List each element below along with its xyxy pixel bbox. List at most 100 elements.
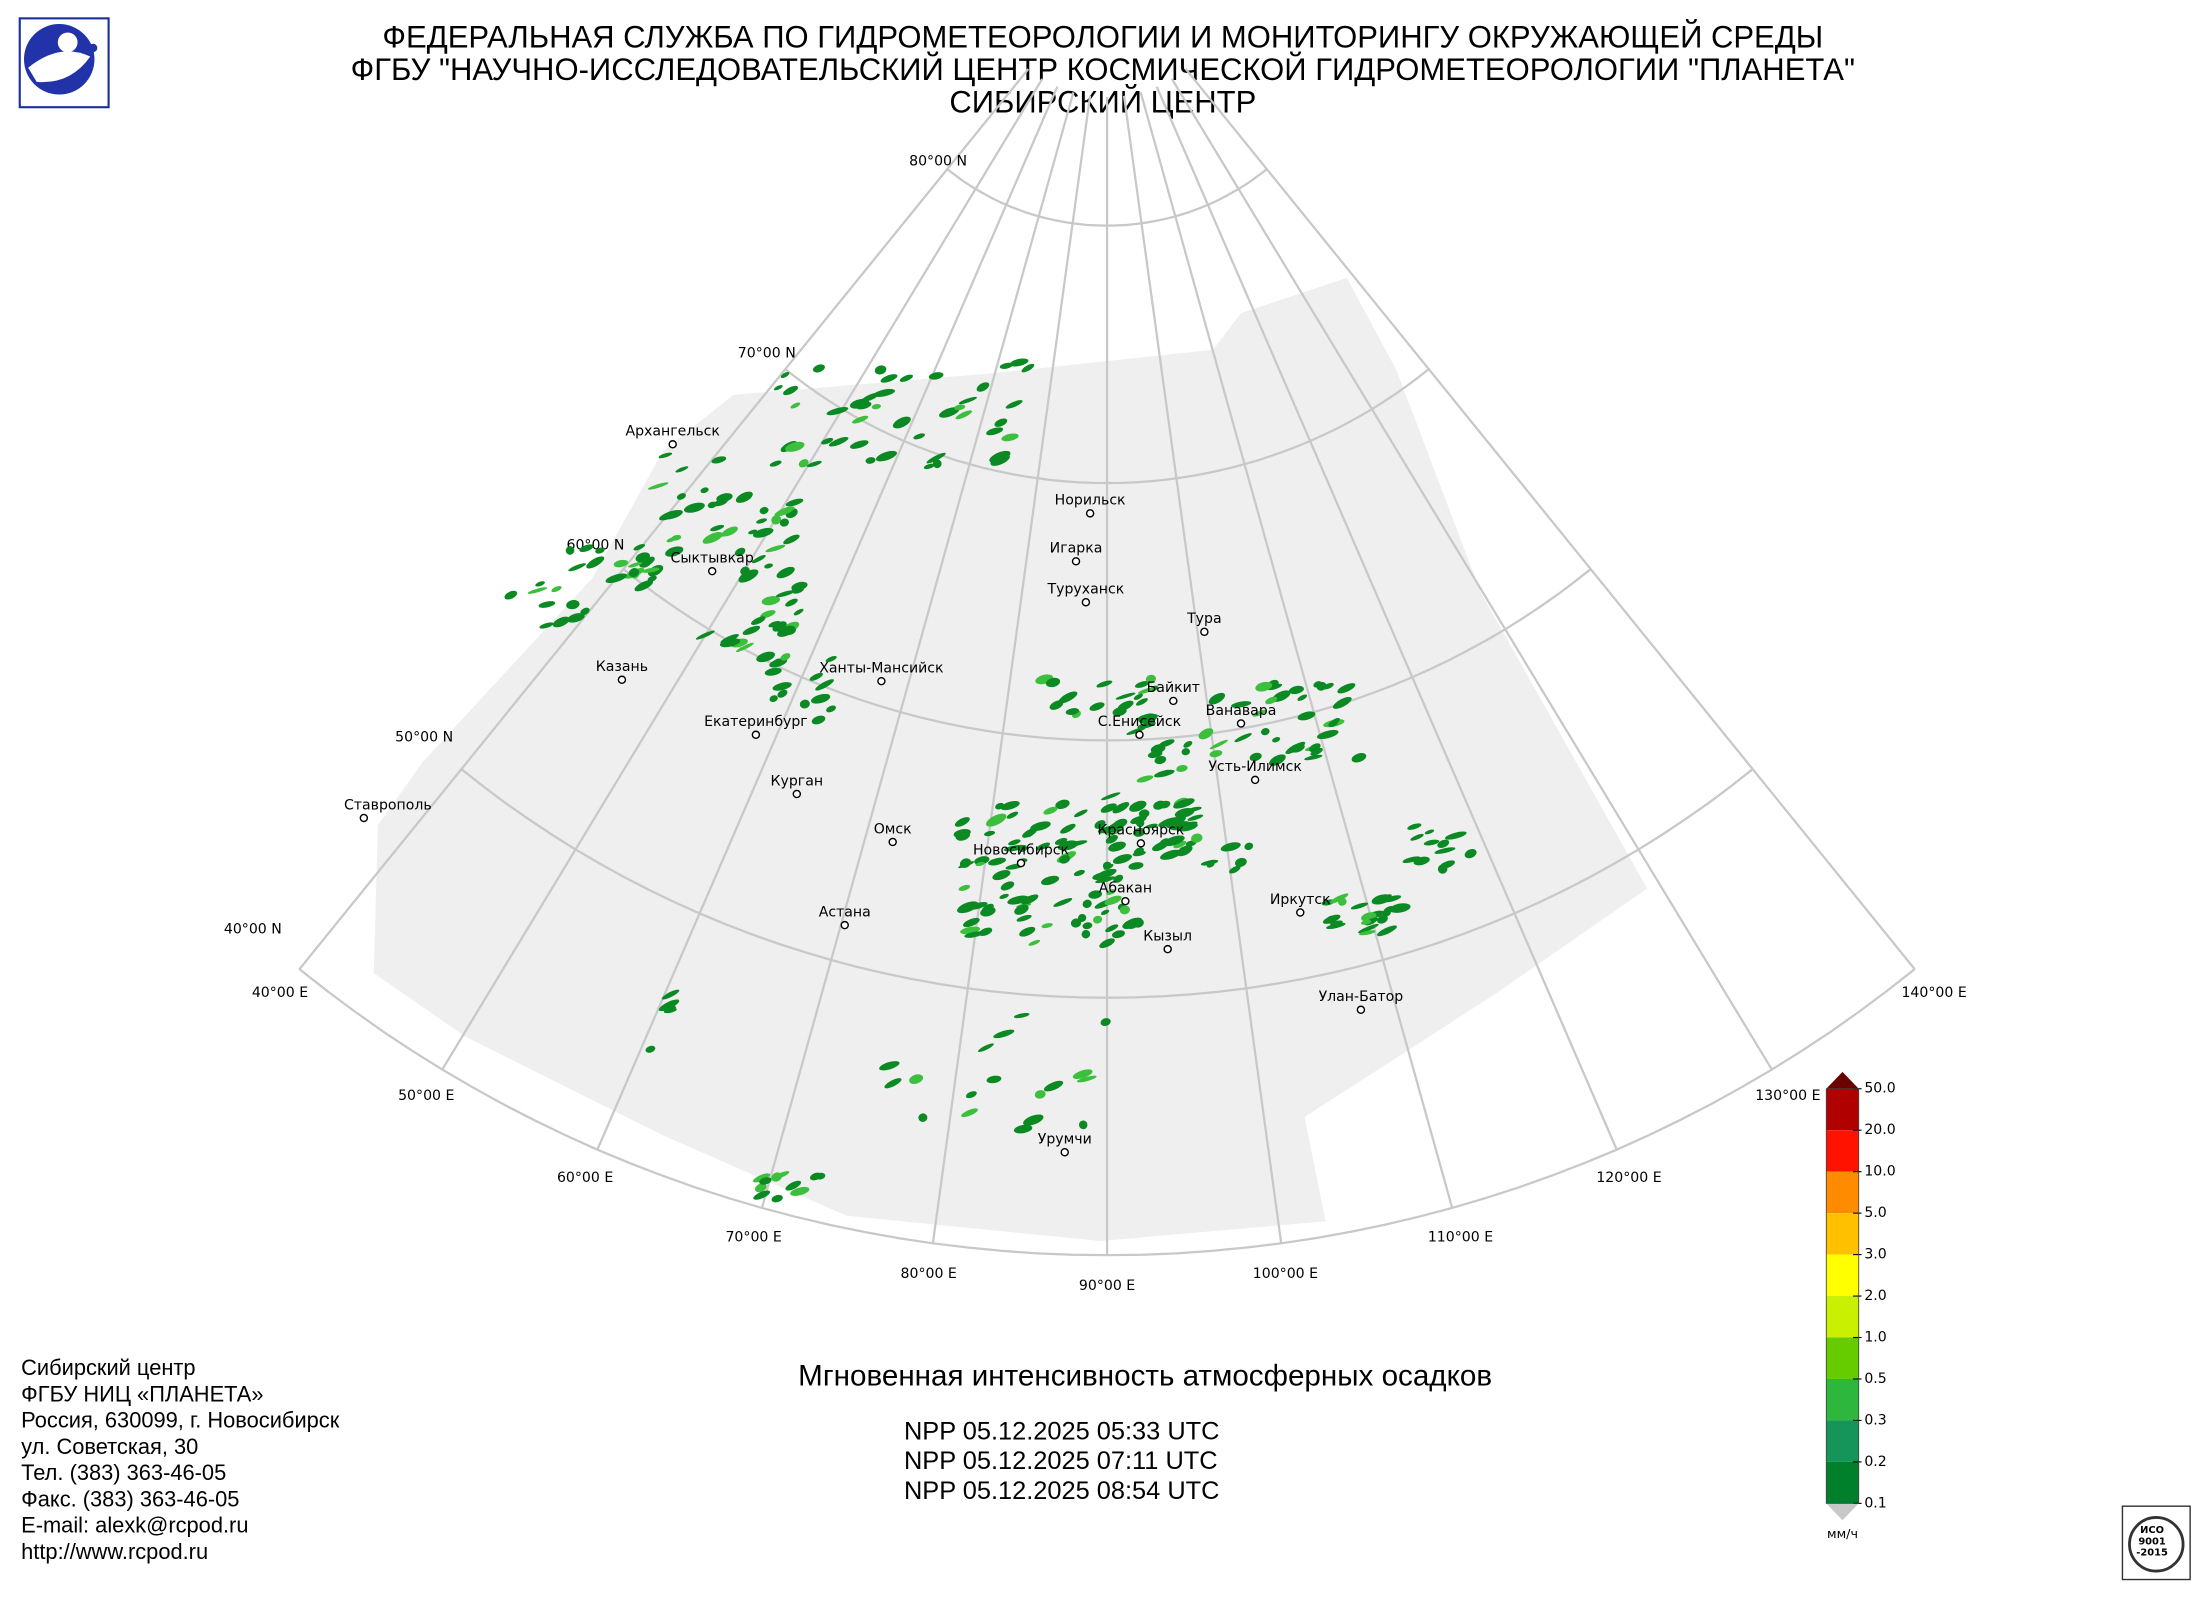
city-dot: [1135, 730, 1144, 740]
precip-cell: [773, 385, 783, 391]
precip-cell: [992, 870, 1011, 881]
precip-cell: [1173, 840, 1187, 849]
precip-cell: [755, 1183, 767, 1193]
precip-cell: [1135, 698, 1148, 706]
precip-cell: [779, 518, 789, 527]
precip-cell: [1265, 696, 1278, 705]
precip-cell: [984, 830, 996, 837]
city-dot: [1121, 896, 1130, 906]
precip-cell: [1003, 844, 1026, 852]
precip-cell: [742, 625, 761, 636]
precip-cell: [1034, 1090, 1046, 1099]
precip-cell: [1288, 685, 1304, 695]
precip-cell: [1173, 798, 1195, 809]
precip-cell: [535, 581, 545, 587]
city-label: Тура: [1186, 611, 1222, 627]
precip-cell: [700, 487, 709, 494]
header-line: ФГБУ "НАУЧНО-ИССЛЕДОВАТЕЛЬСКИЙ ЦЕНТР КОС…: [351, 51, 1855, 87]
precip-cell: [1104, 895, 1122, 906]
city-dot: [668, 440, 677, 449]
cert-text: ИСО: [2140, 1525, 2164, 1536]
precip-cell: [771, 515, 782, 525]
precip-cell: [809, 672, 823, 681]
precip-cell: [1111, 930, 1125, 939]
precip-cell: [1108, 841, 1126, 852]
precip-cell: [1059, 854, 1071, 864]
precip-cell: [954, 404, 966, 411]
city-dot: [751, 730, 761, 740]
precip-cell: [568, 563, 586, 572]
cert-text: 9001: [2138, 1536, 2166, 1547]
precip-cell: [658, 452, 673, 459]
precip-cell: [1423, 839, 1440, 846]
precip-cell: [1260, 728, 1270, 736]
precip-cell: [1005, 400, 1023, 409]
precip-cell: [776, 566, 795, 579]
precip-cell: [988, 857, 1007, 866]
precip-cell: [1145, 674, 1157, 684]
precip-cell: [1006, 811, 1019, 819]
city-label: Усть-Илимск: [1208, 759, 1302, 775]
lon-label: 40°00 E: [252, 985, 308, 1001]
precip-cell: [1100, 909, 1110, 916]
pass-line: NPP 05.12.2025 08:54 UTC: [904, 1477, 1220, 1505]
city-dot: [359, 813, 369, 823]
precip-cell: [1158, 739, 1175, 748]
meridian: [596, 86, 1059, 1151]
legend: 50.0 20.0 10.0 5.0 3.0 2.0 1.0 0.5 0.3 0.2 0.1 мм/ч: [1825, 1071, 1896, 1541]
precip-cell: [957, 901, 979, 914]
precip-cell: [1000, 881, 1015, 891]
precip-cell: [1159, 838, 1170, 846]
precip-cell: [504, 590, 518, 600]
precip-cell: [665, 546, 684, 557]
precip-cell: [899, 374, 913, 382]
precip-cell: [765, 544, 786, 553]
logo-dot: [88, 43, 98, 53]
city-label: Игарка: [1050, 541, 1103, 557]
precip-cell: [1041, 923, 1053, 929]
precip-cell: [1126, 726, 1147, 735]
precip-cell: [1007, 895, 1029, 905]
city-label: Архангельск: [625, 424, 720, 440]
city-dot: [1356, 1005, 1366, 1015]
precip-cell: [760, 610, 776, 618]
lat-label: 40°00 N: [224, 922, 282, 938]
precip-cell: [719, 638, 741, 648]
precip-cell: [1105, 834, 1118, 844]
precip-cell: [1065, 708, 1080, 715]
precip-cell: [785, 1180, 802, 1191]
precip-cell: [785, 441, 805, 452]
precip-cell: [1016, 914, 1032, 922]
precip-cell: [783, 534, 800, 545]
city-label: Байкит: [1147, 680, 1200, 696]
contact-line: ФГБУ НИЦ «ПЛАНЕТА»: [21, 1381, 263, 1406]
precip-cell: [918, 1113, 928, 1122]
precip-cell: [1160, 849, 1182, 860]
precip-cell: [1209, 750, 1223, 758]
precip-cell: [1021, 363, 1035, 373]
city-label: С.Енисейск: [1098, 714, 1182, 730]
precip-cell: [1076, 1075, 1097, 1083]
precip-cell: [958, 861, 975, 869]
precip-cell: [977, 1043, 994, 1052]
precip-cell: [1088, 890, 1103, 899]
precip-cell: [1105, 924, 1119, 933]
precip-cell: [1382, 895, 1402, 903]
precip-cell: [1377, 925, 1397, 937]
precip-cell: [884, 1078, 902, 1089]
precip-cell: [1176, 764, 1188, 772]
precip-cell: [1129, 800, 1147, 812]
precip-cell: [1041, 875, 1060, 886]
precip-cell: [799, 699, 810, 709]
city-label: Красноярск: [1097, 823, 1184, 839]
precip-cell: [647, 482, 669, 490]
contact-line: Сибирский центр: [21, 1355, 195, 1380]
precip-cell: [1082, 899, 1092, 909]
precip-cell: [661, 1000, 678, 1011]
precip-cell: [642, 567, 660, 573]
precip-cell: [826, 705, 836, 713]
precip-cell: [769, 460, 782, 467]
precip-cell: [1304, 754, 1323, 761]
precip-cell: [1100, 803, 1117, 813]
precip-cell: [1138, 687, 1155, 694]
